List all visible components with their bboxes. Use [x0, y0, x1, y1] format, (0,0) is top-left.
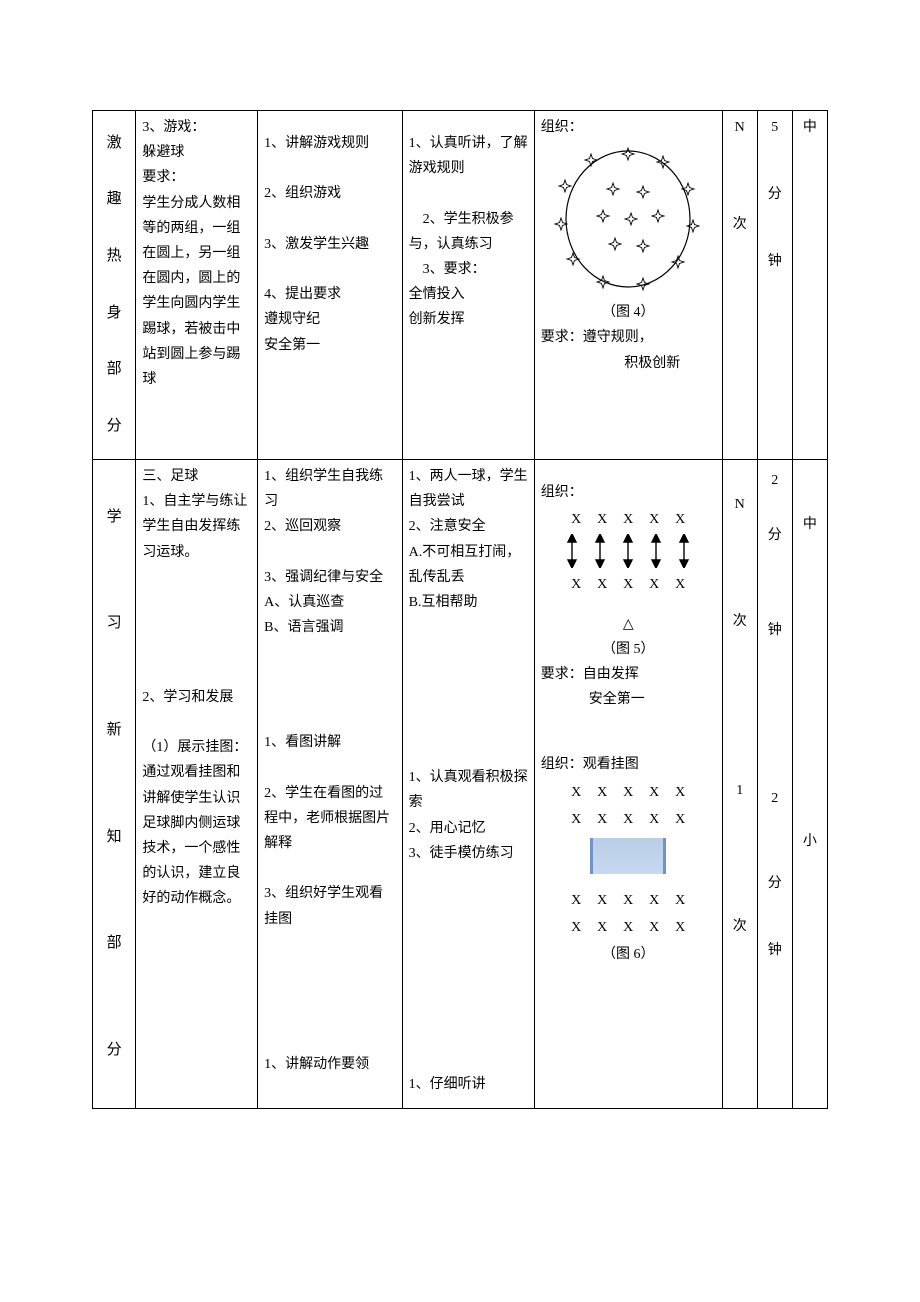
duration-value: 2: [771, 786, 778, 811]
duration-value: 2: [771, 468, 778, 493]
formation-arrows: [541, 534, 716, 568]
org-mid-label: 组织：观看挂图: [541, 752, 716, 777]
duration-value: 5: [771, 115, 778, 140]
document-page: 激 趣 热 身 部 分 3、游戏： 躲避球 要求： 学生分成人数相等的两组，一组…: [0, 0, 920, 1219]
times-unit: 次: [733, 914, 747, 939]
duration-unit-2: 钟: [768, 618, 782, 643]
times-count-cell: N 次 1 次: [722, 460, 757, 1109]
diagram-4-requirement: 要求：遵守规则，: [541, 325, 716, 350]
section-char: 分: [107, 1037, 122, 1064]
diagram-6-caption: （图 6）: [541, 942, 716, 967]
student-top: 1、两人一球，学生自我尝试 2、注意安全 A.不可相互打闹，乱传乱丢 B.互相帮…: [409, 464, 528, 615]
content-cell: 3、游戏： 躲避球 要求： 学生分成人数相等的两组，一组在圆上，另一组在圆内，圆…: [136, 111, 258, 460]
dodge-ball-diagram: [543, 144, 713, 294]
section-label-warmup: 激 趣 热 身 部 分: [93, 111, 136, 460]
section-char: 激: [107, 130, 122, 157]
duration-unit-1: 分: [768, 182, 782, 207]
intensity-value: 中: [803, 120, 817, 135]
intensity-cell: 中 小: [792, 460, 827, 1109]
table-row-learning: 学 习 新 知 部 分 三、足球 1、自主学与练让学生自由发挥练习运球。 2、学…: [93, 460, 828, 1109]
table-row-warmup: 激 趣 热 身 部 分 3、游戏： 躲避球 要求： 学生分成人数相等的两组，一组…: [93, 111, 828, 460]
lesson-plan-table: 激 趣 热 身 部 分 3、游戏： 躲避球 要求： 学生分成人数相等的两组，一组…: [92, 110, 828, 1109]
duration-unit-1: 分: [768, 523, 782, 548]
diagram-5-req-1: 要求：自由发挥: [541, 662, 716, 687]
student-mid: 1、认真观看积极探索 2、用心记忆 3、徒手模仿练习: [409, 765, 528, 866]
two-way-arrows-icon: [558, 534, 698, 568]
formation-row-x: XXXXX: [541, 572, 716, 597]
section-char: 新: [107, 717, 122, 744]
student-bottom: 1、仔细听讲: [409, 1072, 528, 1097]
section-char: 热: [107, 243, 122, 270]
organization-cell: 组织：: [534, 111, 722, 460]
duration-cell: 2 分 钟 2 分 钟: [757, 460, 792, 1109]
intensity-value: 小: [803, 829, 817, 854]
star-icon-group: [555, 148, 699, 290]
section-char: 部: [107, 930, 122, 957]
section-char: 习: [107, 610, 122, 637]
formation-row-x: XXXXX: [541, 780, 716, 805]
section-char: 分: [107, 413, 122, 440]
diagram-4-caption: （图 4）: [541, 300, 716, 325]
org-label: 组织：: [541, 115, 716, 140]
teacher-top: 1、组织学生自我练习 2、巡回观察 3、强调纪律与安全 A、认真巡查 B、语言强…: [264, 464, 396, 640]
teacher-mid: 1、看图讲解 2、学生在看图的过程中，老师根据图片解释 3、组织好学生观看挂图: [264, 730, 396, 932]
section-char: 趣: [107, 186, 122, 213]
times-value: N: [735, 115, 745, 140]
section-char: 知: [107, 824, 122, 851]
section-char: 部: [107, 356, 122, 383]
duration-unit-2: 钟: [768, 938, 782, 963]
duration-cell: 5 分 钟: [757, 111, 792, 460]
diagram-5-req-2: 安全第一: [589, 687, 716, 712]
org-label: 组织：: [541, 480, 716, 505]
content-mid: 2、学习和发展 （1）展示挂图：通过观看挂图和讲解使学生认识足球脚内侧运球技术，…: [142, 685, 251, 912]
duration-unit-2: 钟: [768, 249, 782, 274]
organization-cell: 组织： XXXXX XXXXX △: [534, 460, 722, 1109]
formation-row-x: XXXXX: [541, 915, 716, 940]
intensity-cell: 中: [792, 111, 827, 460]
content-cell: 三、足球 1、自主学与练让学生自由发挥练习运球。 2、学习和发展 （1）展示挂图…: [136, 460, 258, 1109]
diagram-4-requirement-2: 积极创新: [589, 351, 716, 376]
formation-row-x: XXXXX: [541, 888, 716, 913]
times-unit: 次: [733, 212, 747, 237]
times-count-cell: N 次: [722, 111, 757, 460]
wall-chart-icon: [590, 838, 666, 874]
section-char: 身: [107, 300, 122, 327]
duration-unit-1: 分: [768, 871, 782, 896]
student-activity-cell: 1、两人一球，学生自我尝试 2、注意安全 A.不可相互打闹，乱传乱丢 B.互相帮…: [402, 460, 534, 1109]
times-unit: 次: [733, 609, 747, 634]
student-activity-cell: 1、认真听讲，了解游戏规则 2、学生积极参与，认真练习 3、要求： 全情投入 创…: [402, 111, 534, 460]
teacher-activity-cell: 1、讲解游戏规则 2、组织游戏 3、激发学生兴趣 4、提出要求 遵规守纪 安全第…: [258, 111, 403, 460]
diagram-4: [541, 144, 716, 294]
section-label-learning: 学 习 新 知 部 分: [93, 460, 136, 1109]
teacher-bottom: 1、讲解动作要领: [264, 1052, 396, 1077]
times-value: 1: [736, 778, 743, 803]
formation-row-x: XXXXX: [541, 807, 716, 832]
teacher-position-icon: △: [541, 612, 716, 637]
formation-row-x: XXXXX: [541, 507, 716, 532]
times-value: N: [735, 492, 745, 517]
intensity-value: 中: [803, 512, 817, 537]
content-top: 三、足球 1、自主学与练让学生自由发挥练习运球。: [142, 464, 251, 565]
diagram-5-caption: （图 5）: [541, 637, 716, 662]
section-char: 学: [107, 504, 122, 531]
teacher-activity-cell: 1、组织学生自我练习 2、巡回观察 3、强调纪律与安全 A、认真巡查 B、语言强…: [258, 460, 403, 1109]
